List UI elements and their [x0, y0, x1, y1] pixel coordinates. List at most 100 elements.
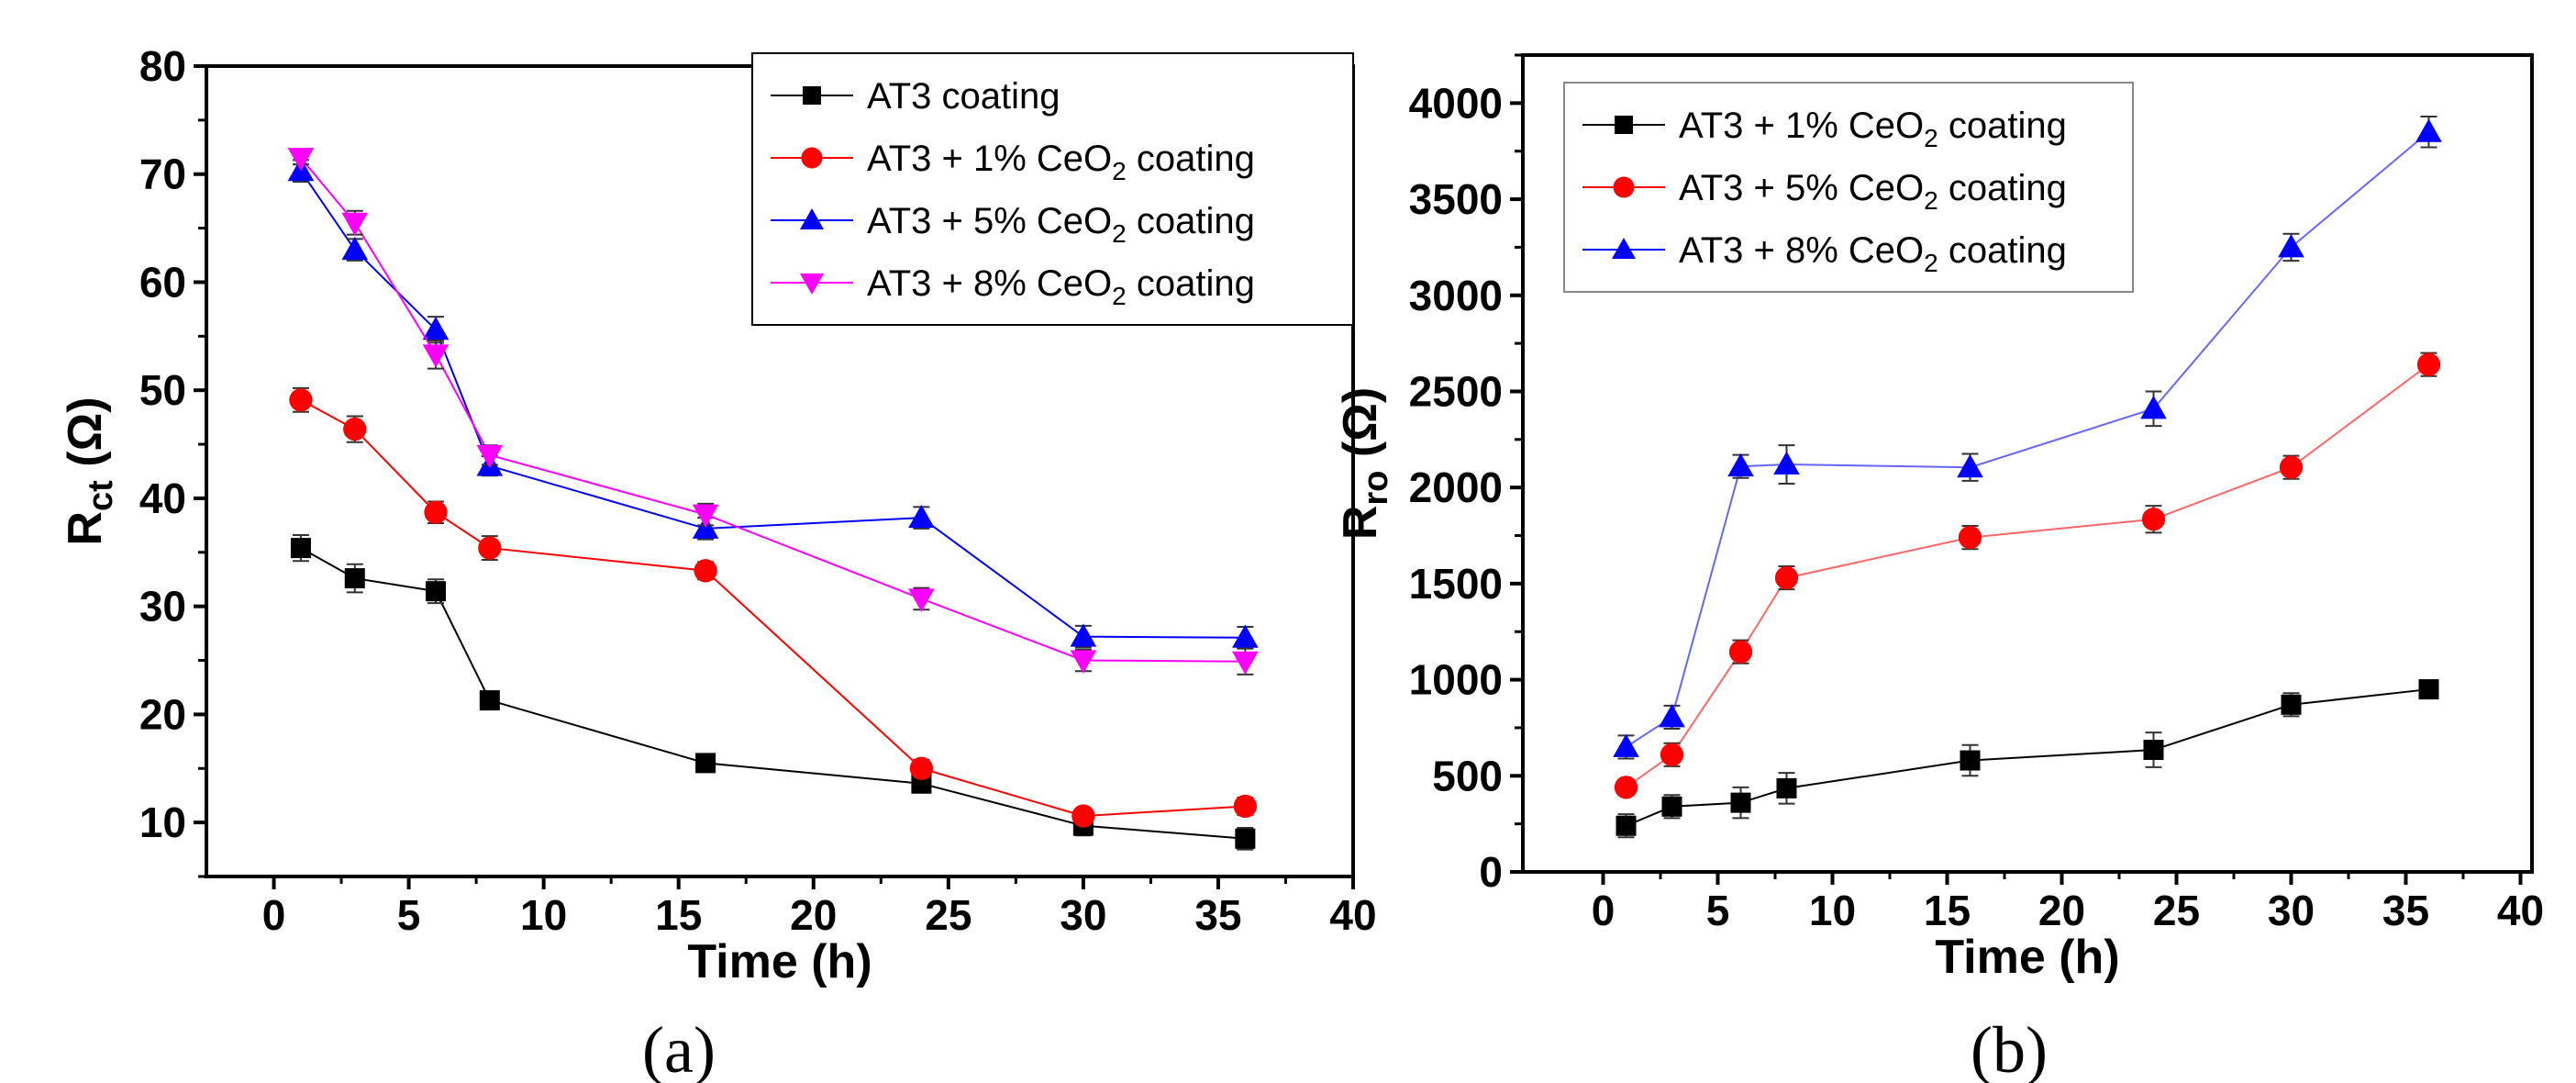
data-point [909, 756, 934, 780]
series-line [1625, 363, 2430, 788]
x-tick-label: 35 [1194, 891, 1241, 939]
data-point [424, 500, 448, 524]
series-line [300, 398, 1246, 818]
data-point [908, 588, 935, 612]
data-point [289, 388, 313, 412]
data-point [2141, 508, 2166, 531]
legend-marker [801, 147, 823, 169]
data-point [2278, 234, 2304, 258]
data-point [344, 568, 365, 589]
y-tick-label: 40 [139, 475, 186, 522]
data-point [341, 236, 369, 261]
data-point [1070, 650, 1097, 674]
y-tick-label: 2500 [1409, 367, 1503, 415]
series-line [300, 547, 1246, 840]
panel-a-caption: (a) [642, 1013, 716, 1083]
legend-marker [803, 86, 821, 105]
panel-b-legend: AT3 + 1% CeO2 coating AT3 + 5% CeO2 coati… [1563, 82, 2134, 293]
y-tick-label: 20 [139, 690, 186, 738]
panel-b-x-axis-label: Time (h) [1935, 931, 2119, 984]
data-point [341, 212, 369, 237]
series-line [300, 170, 1246, 639]
data-point [908, 504, 935, 529]
series-at3-5-ceo2-coating [1614, 352, 2441, 799]
x-tick-label: 35 [2382, 887, 2429, 934]
data-point [2418, 679, 2439, 700]
x-tick-label: 15 [655, 891, 702, 939]
legend-label: AT3 + 5% CeO2 coating [867, 201, 1255, 248]
panel-b-caption: (b) [1971, 1013, 2048, 1083]
data-point [1960, 750, 1981, 771]
data-point [2281, 694, 2302, 715]
panel-a-legend: AT3 coating AT3 + 1% CeO2 coating AT3 + 5%… [751, 52, 1354, 326]
legend-label: AT3 + 8% CeO2 coating [1679, 230, 2067, 277]
x-tick-label: 25 [925, 891, 972, 939]
y-tick-label: 30 [139, 583, 186, 631]
data-point [1613, 733, 1639, 757]
data-point [695, 753, 716, 774]
x-tick-label: 25 [2153, 887, 2200, 934]
data-point [2279, 455, 2304, 479]
x-tick-label: 5 [1706, 887, 1730, 934]
x-tick-label: 40 [1329, 891, 1376, 939]
series-at3-1-ceo2-coating [1616, 679, 2439, 839]
y-tick-label: 2000 [1409, 463, 1503, 511]
series-line [1625, 130, 2430, 748]
data-point [1659, 704, 1685, 728]
series-line [300, 157, 1246, 663]
data-point [422, 344, 450, 368]
data-point [476, 444, 504, 469]
data-point [1730, 792, 1751, 813]
legend-marker [1615, 116, 1633, 134]
series-line [1626, 688, 2429, 827]
legend-label: AT3 + 1% CeO2 coating [1679, 106, 2067, 152]
y-tick-label: 1000 [1409, 656, 1503, 704]
data-point [1727, 452, 1754, 477]
data-point [1773, 451, 1800, 475]
data-point [1958, 525, 1982, 550]
data-point [1616, 815, 1637, 836]
panel-a-x-axis-label: Time (h) [687, 935, 872, 988]
data-point [1232, 651, 1259, 675]
data-point [1957, 453, 1983, 478]
x-tick-label: 10 [520, 891, 567, 939]
legend-label: AT3 + 8% CeO2 coating [867, 263, 1255, 310]
chart-panel-b: 0 5 10 15 20 25 30 35 40 0 500 1000 1500 2000 2500 3000… [1334, 53, 2544, 984]
panel-a-y-axis-label: Rct (Ω) [59, 396, 120, 545]
data-point [1070, 623, 1097, 647]
x-tick-label: 15 [1924, 887, 1971, 934]
y-tick-label: 1500 [1409, 560, 1503, 608]
y-tick-label: 50 [139, 366, 186, 414]
panel-b-y-axis-label: Rro (Ω) [1334, 387, 1395, 540]
data-point [290, 538, 311, 559]
series-at3-coating [290, 533, 1256, 851]
y-tick-label: 10 [139, 798, 186, 846]
x-tick-label: 5 [397, 891, 421, 939]
legend-box [751, 52, 1354, 326]
data-point [692, 504, 719, 528]
legend-marker [800, 274, 824, 295]
data-point [2416, 352, 2441, 376]
series-at3-8-ceo2-coating [287, 148, 1259, 675]
x-tick-label: 0 [1592, 887, 1616, 934]
data-point [2143, 740, 2164, 761]
data-point [1774, 565, 1799, 590]
data-point [1614, 776, 1638, 799]
data-point [478, 536, 502, 560]
data-point [1071, 804, 1095, 828]
data-point [422, 316, 450, 341]
y-tick-label: 3500 [1409, 175, 1503, 223]
y-tick-label: 0 [1479, 848, 1503, 896]
y-tick-label: 3000 [1409, 272, 1503, 319]
x-tick-label: 30 [2268, 887, 2315, 934]
x-tick-label: 20 [2038, 887, 2085, 934]
panel-b-plot-frame [1521, 53, 2534, 874]
legend-label: AT3 + 5% CeO2 coating [1679, 168, 2067, 215]
legend-label: AT3 + 1% CeO2 coating [867, 139, 1255, 185]
y-tick-label: 500 [1432, 752, 1503, 799]
legend-marker [1612, 238, 1636, 259]
data-point [287, 148, 315, 172]
data-point [426, 581, 446, 602]
data-point [1232, 624, 1259, 648]
